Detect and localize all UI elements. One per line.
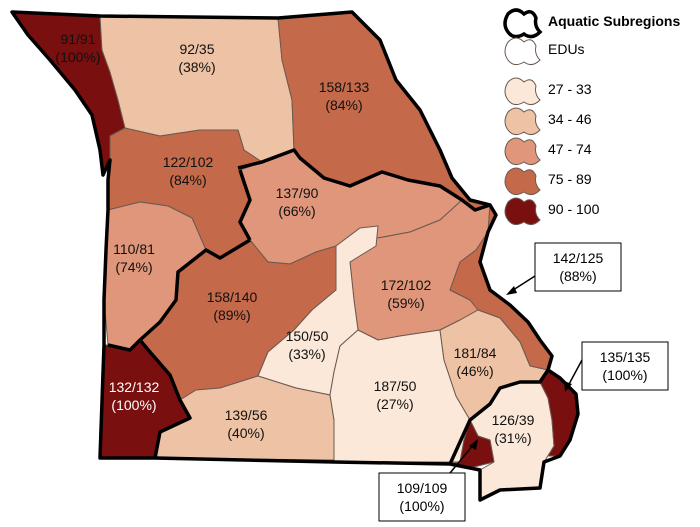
label-gasconade: 150/50 (33%) [286,328,329,362]
legend-subregions-label: Aquatic Subregions [548,13,680,29]
legend-swatch-3 [504,167,541,196]
legend-class-4: 90 - 100 [504,197,600,226]
label-nw-corner: 91/91 (100%) [55,31,100,65]
legend-swatch-4 [504,197,541,226]
callout-south-bootheel: 109/109 (100%) [378,439,478,522]
legend-swatch-0 [504,77,541,106]
label-current-river: 187/50 (27%) [374,378,417,412]
legend-class-label-2: 47 - 74 [548,141,592,157]
legend-class-3: 75 - 89 [504,167,592,196]
callout-se-river: 135/135 (100%) [564,341,669,392]
edu-symbol-icon [504,37,541,66]
legend: Aquatic Subregions EDUs 27 - 33 34 - 46 47… [503,8,680,226]
legend-class-2: 47 - 74 [504,137,592,166]
svg-text:135/135(100%): 135/135 (100%) [600,349,651,383]
legend-subregions: Aquatic Subregions [503,8,680,39]
legend-swatch-2 [504,137,541,166]
subregion-border-sw [138,338,192,459]
legend-edus: EDUs [504,37,585,66]
legend-class-label-0: 27 - 33 [548,81,592,97]
callout-mississippi-east: 142/125 (88%) [506,242,622,295]
label-west-central: 110/81 (74%) [113,241,155,275]
legend-class-label-3: 75 - 89 [548,171,592,187]
label-northeast: 158/133 (84%) [319,79,370,113]
subregion-border-se [448,369,550,465]
legend-class-label-4: 90 - 100 [548,201,600,217]
label-sw-corner: 132/132 (100%) [109,379,160,413]
svg-text:109/109(100%): 109/109 (100%) [397,480,448,514]
label-bootheel: 126/39 (31%) [492,412,535,446]
legend-edus-label: EDUs [548,41,585,57]
svg-text:142/125(88%): 142/125 (88%) [553,250,604,284]
label-meramec: 172/102 (59%) [381,277,432,311]
legend-swatch-1 [504,107,541,136]
label-osage: 158/140 (89%) [207,289,258,323]
subregion-border-osage [107,238,251,352]
legend-class-0: 27 - 33 [504,77,592,106]
label-central: 137/90 (66%) [276,185,319,219]
subregion-border-north [237,148,491,212]
legend-class-1: 34 - 46 [504,107,592,136]
arrow-se-river [567,359,583,387]
subregion-border-west [238,169,252,241]
legend-class-label-1: 34 - 46 [548,111,592,127]
subregion-symbol-icon [503,8,543,39]
label-grand-river: 122/102 (84%) [163,154,214,188]
label-north-central: 92/35 (38%) [178,41,215,75]
label-st-francis: 181/84 (46%) [454,345,497,379]
state-outline [10,10,580,502]
arrow-south-bootheel [449,443,475,474]
label-white-river: 139/56 (40%) [225,407,268,441]
